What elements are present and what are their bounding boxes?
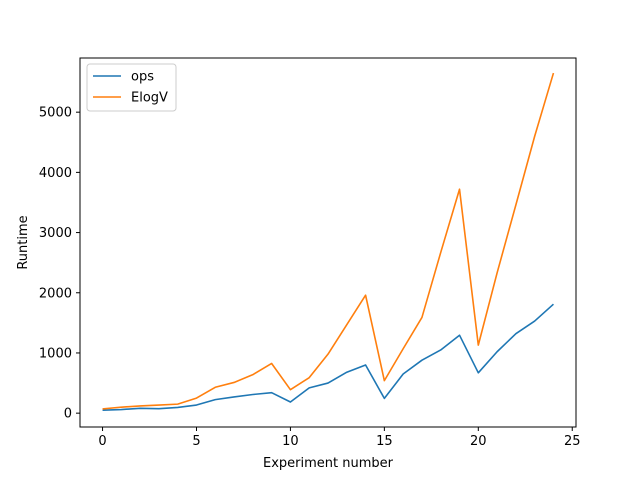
x-tick-label: 10 [282,434,299,449]
x-tick-label: 0 [98,434,106,449]
x-tick-label: 15 [376,434,393,449]
x-axis-label: Experiment number [263,456,394,471]
legend-label-ops: ops [131,70,154,85]
plot-lines [102,72,555,411]
x-tick-label: 25 [564,434,581,449]
y-tick-label: 0 [64,407,72,422]
y-tick-label: 3000 [39,226,72,241]
legend: ops ElogV [86,63,177,112]
series-line-ElogV [102,72,555,410]
y-axis: 0 1000 2000 3000 4000 5000 [39,106,80,422]
y-tick-label: 2000 [39,286,72,301]
legend-label-ElogV: ElogV [131,91,168,106]
x-tick-label: 20 [470,434,487,449]
x-axis: 0 5 10 15 20 25 [98,427,581,449]
series-line-ops [102,303,554,411]
plot-frame [79,57,577,428]
y-axis-label: Runtime [16,215,31,269]
y-tick-label: 5000 [39,106,72,121]
y-tick-label: 4000 [39,166,72,181]
y-tick-label: 1000 [39,346,72,361]
x-tick-label: 5 [192,434,200,449]
